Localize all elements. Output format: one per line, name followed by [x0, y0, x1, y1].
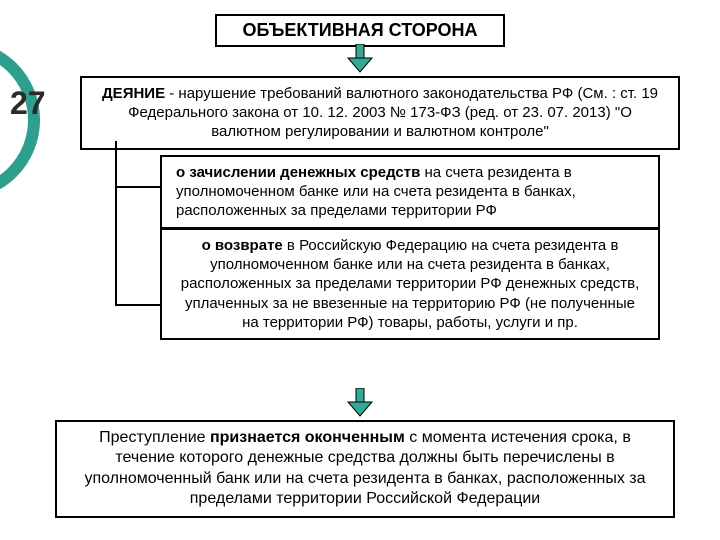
final-pre: Преступление [99, 429, 210, 446]
arrow-title-to-deyanie [346, 44, 374, 74]
box-final: Преступление признается оконченным с мом… [55, 420, 675, 518]
arrow-to-final [346, 388, 374, 418]
connector-h-to-credit [115, 186, 160, 188]
connector-h-to-return [115, 304, 160, 306]
page-number: 27 [10, 85, 46, 122]
box-credit: о зачислении денежных средств на счета р… [160, 155, 660, 229]
credit-prefix: о зачислении денежных средств [176, 164, 420, 181]
box-deyanie: ДЕЯНИЕ - нарушение требований валютного … [80, 76, 680, 150]
box-return: о возврате в Российскую Федерацию на сче… [160, 228, 660, 340]
final-bold: признается оконченным [210, 429, 405, 446]
deyanie-text: - нарушение требований валютного законод… [128, 85, 658, 140]
connector-vertical-left [115, 141, 117, 306]
return-prefix: о возврате [202, 237, 283, 254]
deyanie-prefix: ДЕЯНИЕ [102, 85, 165, 102]
title-box: ОБЪЕКТИВНАЯ СТОРОНА [215, 14, 505, 47]
